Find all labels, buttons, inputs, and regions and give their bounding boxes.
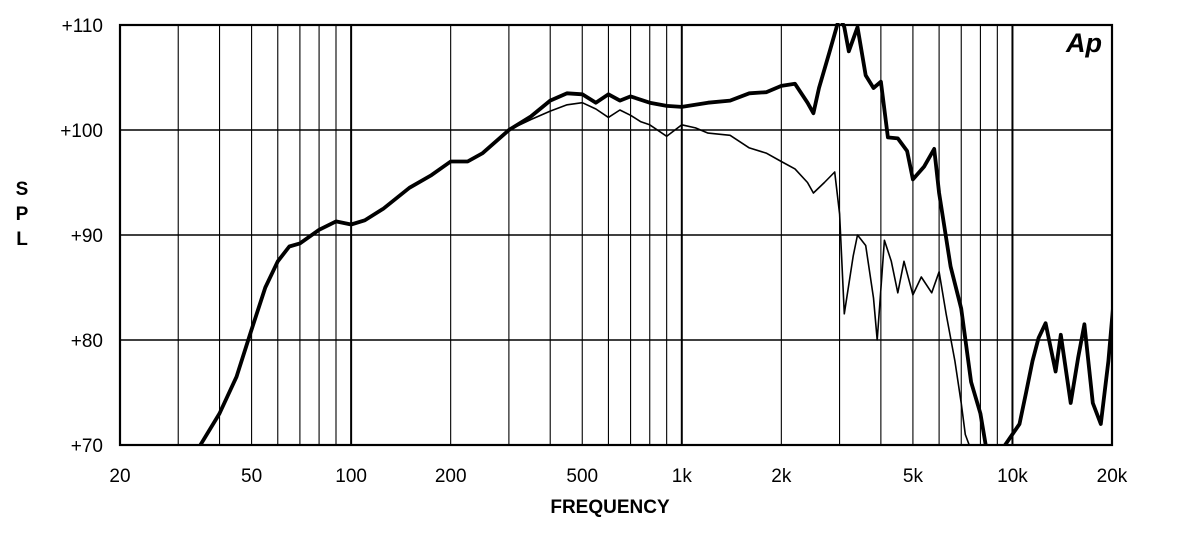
plot-frame xyxy=(118,23,1114,447)
y-axis-label-letter: L xyxy=(16,229,28,250)
x-tick-label: 20k xyxy=(1097,466,1128,487)
y-tick-label: +90 xyxy=(71,226,103,247)
y-tick-label: +80 xyxy=(71,331,103,352)
series-thick-line-1 xyxy=(1003,297,1112,445)
x-tick-label: 20 xyxy=(109,466,130,487)
x-axis-label: FREQUENCY xyxy=(550,497,670,518)
ap-logo: Ap xyxy=(1065,28,1102,58)
x-tick-label: 10k xyxy=(997,466,1028,487)
x-tick-label: 100 xyxy=(335,466,367,487)
y-tick-label: +110 xyxy=(62,16,103,37)
x-tick-label: 2k xyxy=(771,466,792,487)
y-axis-label-letter: P xyxy=(16,204,29,225)
y-tick-label: +100 xyxy=(60,121,103,142)
y-axis-label-letter: S xyxy=(16,179,29,200)
x-tick-label: 500 xyxy=(566,466,598,487)
x-tick-label: 200 xyxy=(435,466,467,487)
x-tick-label: 50 xyxy=(241,466,262,487)
y-tick-labels: +70 +80 +90 +100 +110 xyxy=(60,16,103,457)
series-thick-line-0 xyxy=(198,23,988,445)
y-tick-label: +70 xyxy=(71,436,103,457)
series-group xyxy=(198,23,1112,445)
x-tick-labels: 20 50 100 200 500 1k 2k 5k 10k 20k xyxy=(109,466,1127,487)
x-tick-label: 1k xyxy=(672,466,693,487)
series-thin-line-2 xyxy=(508,101,970,445)
x-tick-label: 5k xyxy=(903,466,924,487)
